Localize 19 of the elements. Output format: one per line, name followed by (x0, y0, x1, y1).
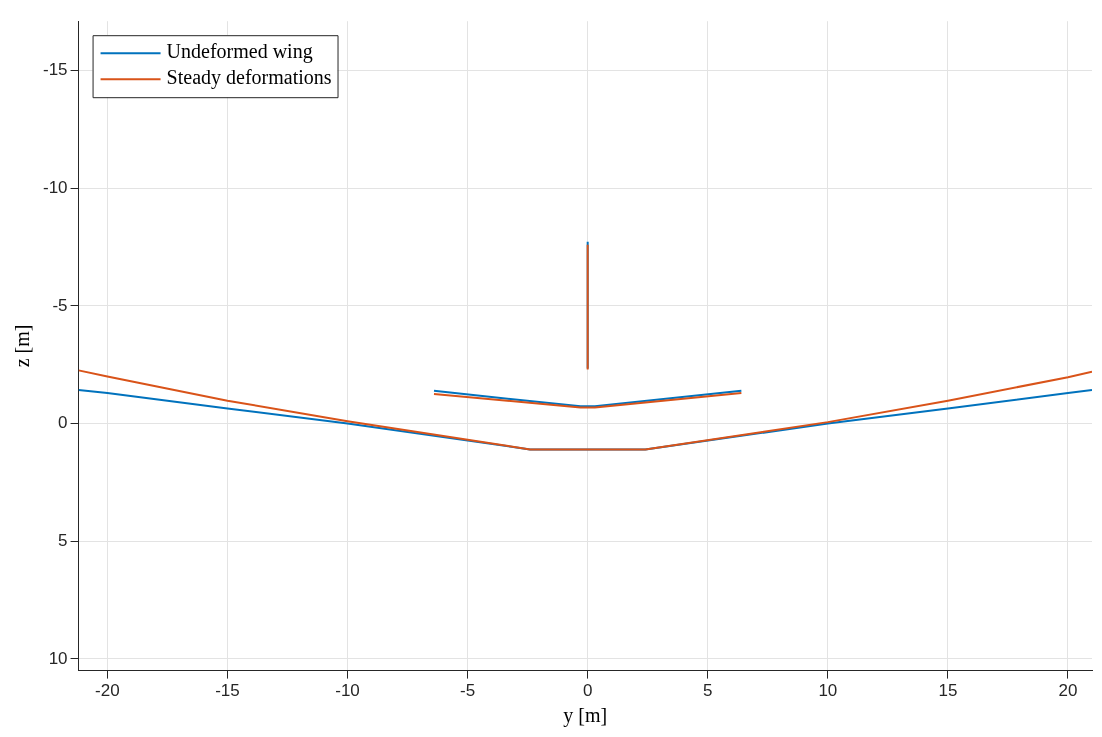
y-tick-label: -5 (52, 295, 68, 315)
y-tick-label: 10 (48, 648, 68, 668)
y-tick-label: -15 (42, 60, 68, 80)
x-axis-title: y [m] (563, 704, 608, 728)
x-tick-label: -5 (460, 681, 476, 701)
x-tick-label: 20 (1058, 681, 1078, 701)
legend-label: Steady deformations (166, 66, 332, 90)
x-tick-label: -10 (335, 681, 360, 701)
x-tick-label: 15 (938, 681, 958, 701)
legend-label: Undeformed wing (166, 40, 313, 64)
x-tick-label: 10 (818, 681, 838, 701)
y-axis-title: z [m] (11, 324, 34, 368)
y-tick-label: 5 (58, 530, 68, 550)
x-tick-label: 0 (582, 681, 593, 701)
x-tick-label: -15 (215, 681, 240, 701)
y-tick-label: -10 (42, 177, 68, 197)
x-tick-label: -20 (95, 681, 120, 701)
y-tick-label: 0 (58, 413, 68, 433)
x-tick-label: 5 (703, 681, 713, 701)
